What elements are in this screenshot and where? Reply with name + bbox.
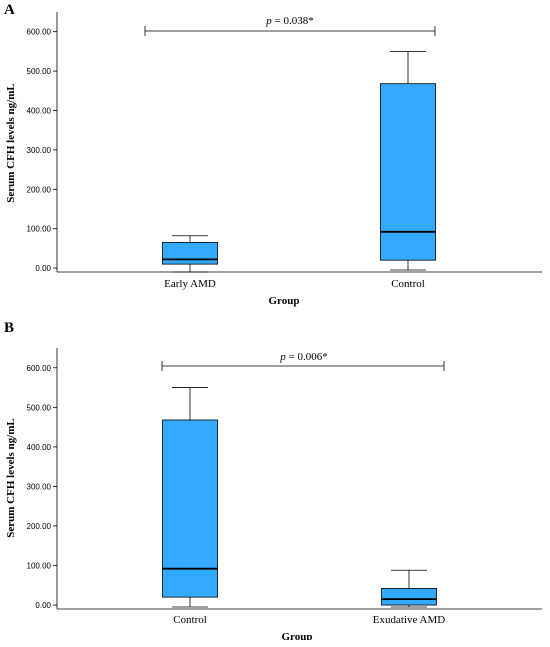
panel-a: A Serum CFH levels ng/mL Group p = 0.038… [0,0,550,320]
y-tick-label: 0.00 [35,601,51,610]
y-tick-label: 500.00 [27,67,52,76]
p-value-annotation-a: p = 0.038* [265,15,313,27]
x-ticks-b: Control Exudative AMD [173,614,445,626]
significance-bracket-a [144,26,436,36]
y-ticks-b: 0.00 100.00 200.00 300.00 400.00 500.00 600.00 [27,364,57,610]
panel-letter-b: B [4,320,14,336]
chart-b: B Serum CFH levels ng/mL Group p = 0.006… [4,320,542,640]
p-value-symbol-b: p [279,351,286,363]
box-iqr [380,83,436,261]
p-value-text-a: = 0.038* [272,15,314,27]
axes-b [56,348,542,610]
y-tick-label: 400.00 [27,106,52,115]
x-axis-label-b: Group [282,631,313,640]
boxes-a [162,50,436,273]
y-axis-label-a: Serum CFH levels ng/mL [5,83,17,202]
y-tick-label: 300.00 [27,146,52,155]
boxes-b [162,387,437,608]
x-tick-label: Control [391,278,425,290]
y-tick-label: 100.00 [27,562,52,571]
box-iqr [162,242,218,265]
axes-a [56,12,542,273]
y-axis-label-b: Serum CFH levels ng/mL [5,418,17,537]
y-tick-label: 200.00 [27,185,52,194]
x-tick-label: Control [173,614,207,626]
panel-letter-a: A [4,2,15,18]
x-tick-label: Exudative AMD [373,614,445,626]
y-ticks-a: 0.00 100.00 200.00 300.00 400.00 500.00 600.00 [27,28,57,273]
p-value-text-b: = 0.006* [286,351,328,363]
box-iqr [162,419,218,598]
x-ticks-a: Early AMD Control [164,278,425,290]
y-tick-label: 200.00 [27,522,52,531]
p-value-symbol-a: p [265,15,272,27]
chart-a: A Serum CFH levels ng/mL Group p = 0.038… [4,2,542,307]
y-tick-label: 600.00 [27,28,52,37]
y-tick-label: 500.00 [27,403,52,412]
significance-bracket-b [161,361,445,371]
p-value-annotation-b: p = 0.006* [279,351,327,363]
y-tick-label: 600.00 [27,364,52,373]
y-tick-label: 0.00 [35,264,51,273]
box-iqr [381,588,437,606]
y-tick-label: 400.00 [27,443,52,452]
y-tick-label: 300.00 [27,482,52,491]
x-axis-label-a: Group [269,295,300,307]
panel-b: B Serum CFH levels ng/mL Group p = 0.006… [0,320,550,640]
y-tick-label: 100.00 [27,225,52,234]
x-tick-label: Early AMD [164,278,216,290]
